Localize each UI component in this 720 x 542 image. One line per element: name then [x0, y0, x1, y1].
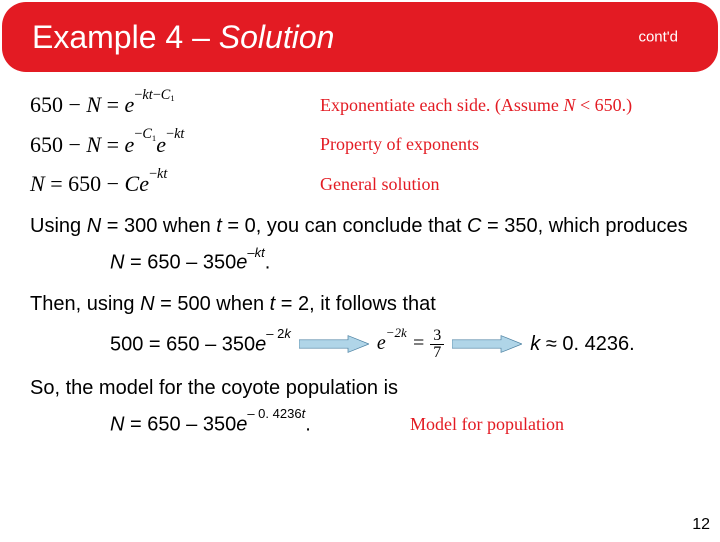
equation-row: 650 − N = e−C1e−kt Property of exponents	[30, 130, 690, 160]
equation-lhs: 650 − N = e−C1e−kt	[30, 130, 290, 160]
paragraph-3: So, the model for the coyote population …	[30, 375, 690, 402]
slide-header: Example 4 – Solution cont'd	[2, 2, 718, 72]
contd-label: cont'd	[638, 29, 678, 46]
title-prefix: Example 4 –	[32, 19, 219, 55]
equation-note: Property of exponents	[320, 132, 479, 156]
slide-title: Example 4 – Solution	[32, 19, 334, 56]
equation-final: N = 650 – 350e– 0. 4236t.	[110, 410, 390, 439]
equation-kt: N = 650 – 350e–kt.	[110, 248, 690, 277]
fraction: 37	[430, 328, 444, 361]
implication-eq2: e−2k = 37	[377, 328, 444, 361]
slide-number: 12	[692, 516, 710, 534]
equation-row: 650 − N = e−kt−C1 Exponentiate each side…	[30, 90, 690, 120]
implication-line: 500 = 650 – 350e– 2k e−2k = 37 k ≈ 0. 42…	[30, 328, 690, 361]
equation-lhs: N = 650 − Ce−kt	[30, 169, 290, 199]
final-model-row: N = 650 – 350e– 0. 4236t. Model for popu…	[30, 410, 690, 439]
slide-content: 650 − N = e−kt−C1 Exponentiate each side…	[0, 72, 720, 438]
equation-note: General solution	[320, 172, 439, 196]
implication-eq1: 500 = 650 – 350e– 2k	[110, 330, 291, 359]
implication-eq3: k ≈ 0. 4236.	[530, 331, 634, 358]
arrow-icon	[299, 335, 369, 353]
equation-note: Exponentiate each side. (Assume N < 650.…	[320, 93, 632, 117]
model-note: Model for population	[410, 412, 564, 436]
paragraph-2: Then, using N = 500 when t = 2, it follo…	[30, 291, 690, 318]
paragraph-1: Using N = 300 when t = 0, you can conclu…	[30, 213, 690, 240]
equation-row: N = 650 − Ce−kt General solution	[30, 169, 690, 199]
arrow-icon	[452, 335, 522, 353]
equation-lhs: 650 − N = e−kt−C1	[30, 90, 290, 120]
title-solution: Solution	[219, 19, 335, 55]
